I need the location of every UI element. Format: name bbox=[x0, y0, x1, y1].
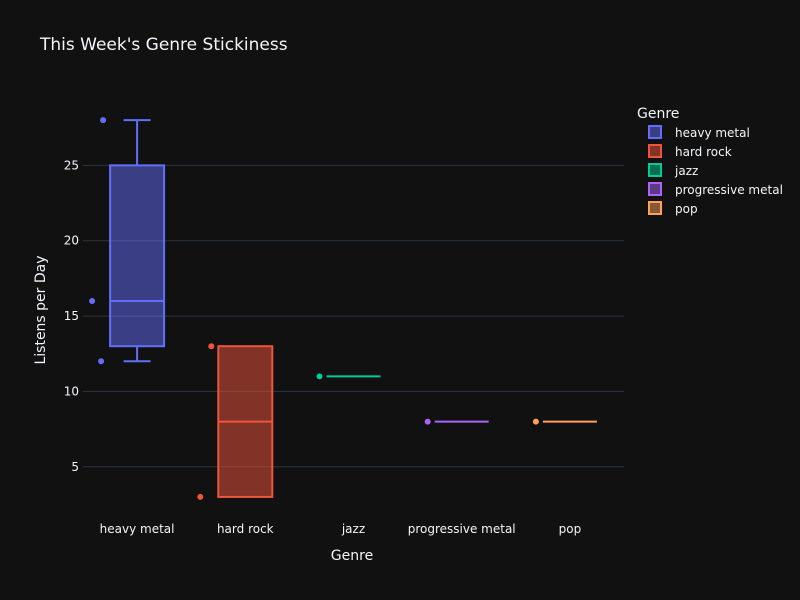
legend-swatch bbox=[648, 182, 662, 196]
legend-item-hard-rock: hard rock bbox=[648, 144, 732, 159]
y-axis-title: Listens per Day bbox=[33, 255, 49, 364]
legend-swatch bbox=[648, 163, 662, 177]
legend-label: progressive metal bbox=[675, 183, 783, 197]
x-tick-label: pop bbox=[559, 522, 582, 536]
legend-label: jazz bbox=[674, 164, 698, 178]
y-tick-label: 10 bbox=[64, 384, 79, 398]
y-tick-label: 25 bbox=[64, 158, 79, 172]
data-point bbox=[316, 373, 323, 380]
legend-swatch bbox=[648, 144, 662, 158]
legend-label: heavy metal bbox=[675, 126, 750, 140]
y-tick-label: 5 bbox=[71, 460, 79, 474]
box-hard-rock bbox=[217, 345, 274, 498]
data-points bbox=[89, 117, 539, 500]
box-heavy-metal bbox=[109, 119, 166, 363]
y-tick-label: 20 bbox=[64, 234, 79, 248]
legend-item-progressive-metal: progressive metal bbox=[648, 182, 783, 197]
legend-label: pop bbox=[675, 202, 698, 216]
legend-swatch bbox=[648, 125, 662, 139]
legend: Genre heavy metal hard rock jazz progressiv… bbox=[637, 106, 783, 216]
data-point bbox=[424, 418, 431, 425]
box-series bbox=[109, 119, 597, 498]
x-tick-label: progressive metal bbox=[408, 522, 516, 536]
x-axis-ticks: heavy metal hard rock jazz progressive meta… bbox=[100, 522, 582, 536]
x-tick-label: heavy metal bbox=[100, 522, 175, 536]
legend-title: Genre bbox=[637, 106, 679, 122]
data-point bbox=[208, 343, 215, 350]
chart-title: This Week's Genre Stickiness bbox=[39, 35, 288, 55]
data-point bbox=[532, 418, 539, 425]
box-body bbox=[109, 164, 166, 348]
data-point bbox=[197, 493, 204, 500]
legend-item-jazz: jazz bbox=[648, 163, 698, 178]
data-point bbox=[89, 298, 96, 304]
y-tick-label: 15 bbox=[64, 309, 79, 323]
gridlines bbox=[83, 164, 624, 468]
x-tick-label: hard rock bbox=[217, 522, 274, 536]
legend-item-heavy-metal: heavy metal bbox=[648, 125, 750, 140]
legend-label: hard rock bbox=[675, 145, 732, 159]
y-axis-ticks: 5 10 15 20 25 bbox=[64, 158, 79, 473]
x-tick-label: jazz bbox=[341, 522, 365, 536]
legend-item-pop: pop bbox=[648, 201, 698, 216]
data-point bbox=[98, 358, 105, 365]
data-point bbox=[100, 117, 107, 124]
x-axis-title: Genre bbox=[331, 548, 373, 564]
legend-swatch bbox=[648, 201, 662, 215]
